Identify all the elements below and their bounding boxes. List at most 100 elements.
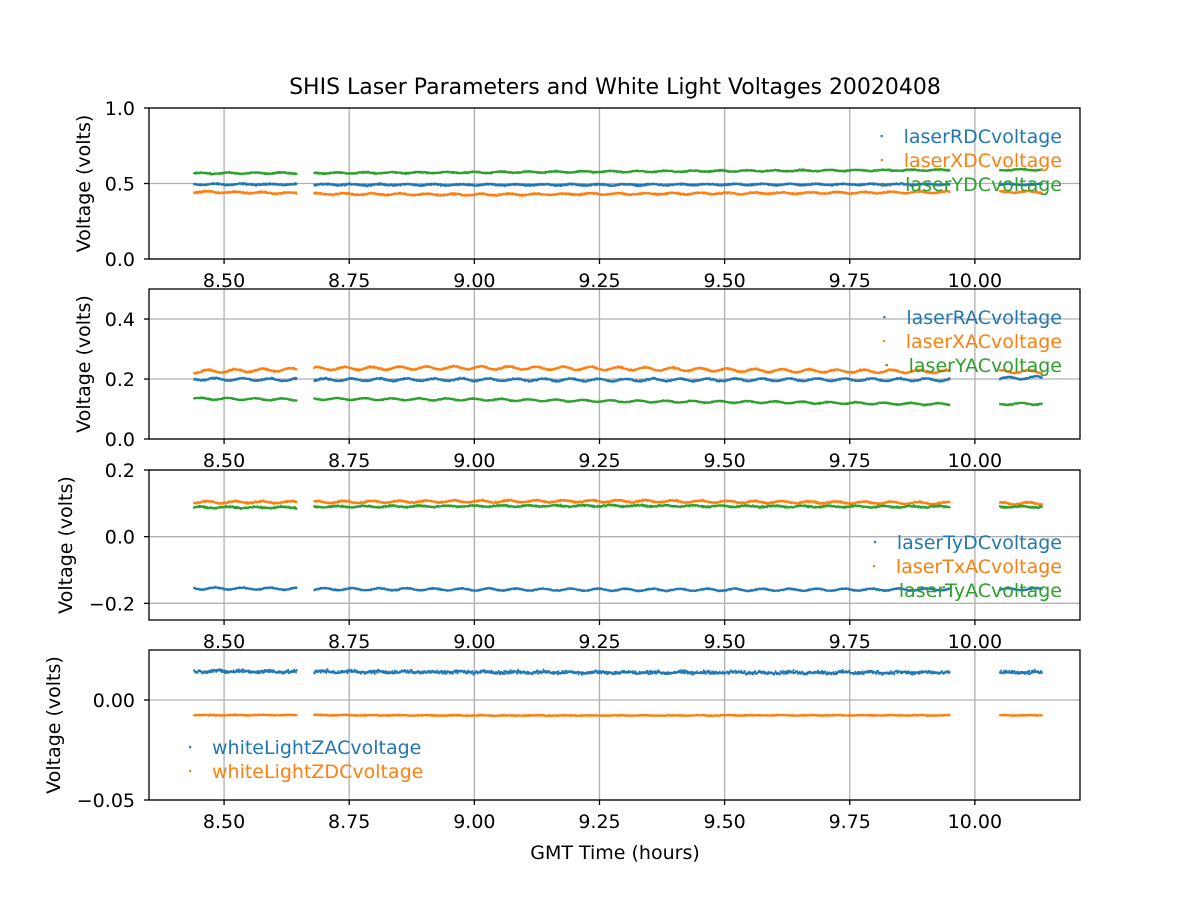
x-tick-label: 9.50 <box>703 270 745 292</box>
data-band <box>999 713 1043 718</box>
data-band <box>193 189 298 196</box>
legend-label: laserTyDCvoltage <box>897 532 1062 554</box>
data-band <box>999 586 1043 592</box>
series-laserTxACvoltage <box>193 498 1043 507</box>
legend-marker <box>189 746 192 749</box>
series-laserXACvoltage <box>193 364 1043 375</box>
chart-title: SHIS Laser Parameters and White Light Vo… <box>289 75 941 100</box>
y-tick-label: −0.2 <box>89 593 135 615</box>
data-band <box>193 182 298 187</box>
data-band <box>999 401 1043 407</box>
data-band <box>999 182 1043 187</box>
data-band <box>313 364 951 375</box>
legend: laserRACvoltagelaserXACvoltagelaserYACvo… <box>882 307 1062 377</box>
x-tick-label: 9.25 <box>578 450 620 472</box>
series-laserRDCvoltage <box>193 182 1043 188</box>
x-tick-label: 9.75 <box>829 270 871 292</box>
x-tick-label: 10.00 <box>948 450 1002 472</box>
panel-2: 8.50 8.75 9.00 9.25 9.50 9.75 10.00 0.0 0.2 0.4 Vo… <box>73 288 1081 472</box>
axes-frame <box>148 649 1081 801</box>
data-band <box>193 668 298 675</box>
series-laserXDCvoltage <box>193 189 1043 197</box>
x-tick-label: 10.00 <box>948 270 1002 292</box>
data-band <box>313 168 951 176</box>
y-tick-label: 0.2 <box>105 369 135 391</box>
legend-label: laserTyACvoltage <box>899 580 1062 602</box>
series-laserYDCvoltage <box>193 167 1043 176</box>
legend-marker <box>873 541 877 544</box>
x-tick-label: 8.75 <box>328 631 370 653</box>
data-band <box>193 366 298 375</box>
legend-label: laserYDCvoltage <box>905 174 1062 196</box>
data-band <box>313 586 951 593</box>
panel-3: 8.50 8.75 9.00 9.25 9.50 9.75 10.00 −0.2 0.0 0.2 V… <box>55 460 1081 653</box>
x-tick-label: 8.50 <box>203 631 245 653</box>
legend-marker <box>189 770 192 773</box>
legend-label: laserXACvoltage <box>906 331 1062 353</box>
panel-1: 8.50 8.75 9.00 9.25 9.50 9.75 10.00 0.0 0.5 1.0 Vo… <box>73 98 1081 292</box>
y-tick-label: 0.00 <box>93 690 135 712</box>
x-tick-label: 9.25 <box>578 270 620 292</box>
series-laserYACvoltage <box>193 396 1043 407</box>
legend-marker <box>875 589 879 592</box>
legend: laserRDCvoltagelaserXDCvoltagelaserYDCvo… <box>880 126 1062 196</box>
x-tick-label: 9.50 <box>703 450 745 472</box>
data-band <box>193 170 298 176</box>
y-tick-label: 0.0 <box>105 249 135 271</box>
legend-label: whiteLightZDCvoltage <box>212 761 423 783</box>
data-band <box>313 503 951 510</box>
data-band <box>193 396 298 402</box>
data-band <box>999 500 1043 507</box>
y-axis-title: Voltage (volts) <box>73 115 95 253</box>
y-tick-label: 0.2 <box>105 460 135 482</box>
data-band <box>999 167 1043 172</box>
data-band <box>999 189 1043 195</box>
series-whiteLightZACvoltage <box>193 668 1043 676</box>
legend-marker <box>883 316 886 319</box>
series-laserTyDCvoltage <box>193 585 1043 593</box>
data-band <box>313 182 951 188</box>
data-band <box>313 376 951 383</box>
y-tick-label: −0.05 <box>77 790 135 812</box>
x-tick-label: 9.00 <box>453 631 495 653</box>
y-axis-title: Voltage (volts) <box>73 295 95 433</box>
legend-marker <box>882 183 885 186</box>
legend-marker <box>880 159 883 162</box>
x-tick-label: 9.00 <box>453 270 495 292</box>
legend-label: laserRACvoltage <box>906 307 1062 329</box>
y-tick-label: 0.0 <box>105 527 135 549</box>
y-tick-label: 0.4 <box>105 309 135 331</box>
y-axis-title: Voltage (volts) <box>55 476 77 614</box>
series-laserTyACvoltage <box>193 503 1043 510</box>
legend-label: laserYACvoltage <box>909 355 1062 377</box>
data-band <box>313 668 951 676</box>
legend-label: whiteLightZACvoltage <box>212 737 421 759</box>
x-tick-label: 8.75 <box>328 450 370 472</box>
data-band <box>193 499 298 505</box>
x-tick-label: 8.75 <box>328 270 370 292</box>
legend: laserTyDCvoltagelaserTxACvoltagelaserTyA… <box>872 532 1062 602</box>
series-whiteLightZDCvoltage <box>193 713 1043 718</box>
legend-label: laserRDCvoltage <box>904 126 1062 148</box>
data-band <box>313 396 951 407</box>
y-tick-label: 0.5 <box>105 174 135 196</box>
data-band <box>193 504 298 510</box>
panel-4: 8.50 8.75 9.00 9.25 9.50 9.75 10.00 −0.05 0.00 Vo… <box>43 649 1081 833</box>
legend-marker <box>885 364 888 367</box>
legend-marker <box>882 340 885 343</box>
y-tick-label: 0.0 <box>105 429 135 451</box>
x-tick-label: 9.00 <box>453 811 495 833</box>
data-band <box>999 374 1043 381</box>
x-tick-label: 9.25 <box>578 811 620 833</box>
axes-frame <box>148 288 1081 440</box>
x-tick-label: 8.50 <box>203 811 245 833</box>
y-axis-title: Voltage (volts) <box>43 656 65 794</box>
x-tick-label: 8.50 <box>203 270 245 292</box>
legend-label: laserXDCvoltage <box>904 150 1062 172</box>
data-band <box>193 585 298 592</box>
data-band <box>999 504 1043 510</box>
y-tick-label: 1.0 <box>105 98 135 120</box>
x-tick-label: 9.50 <box>703 811 745 833</box>
